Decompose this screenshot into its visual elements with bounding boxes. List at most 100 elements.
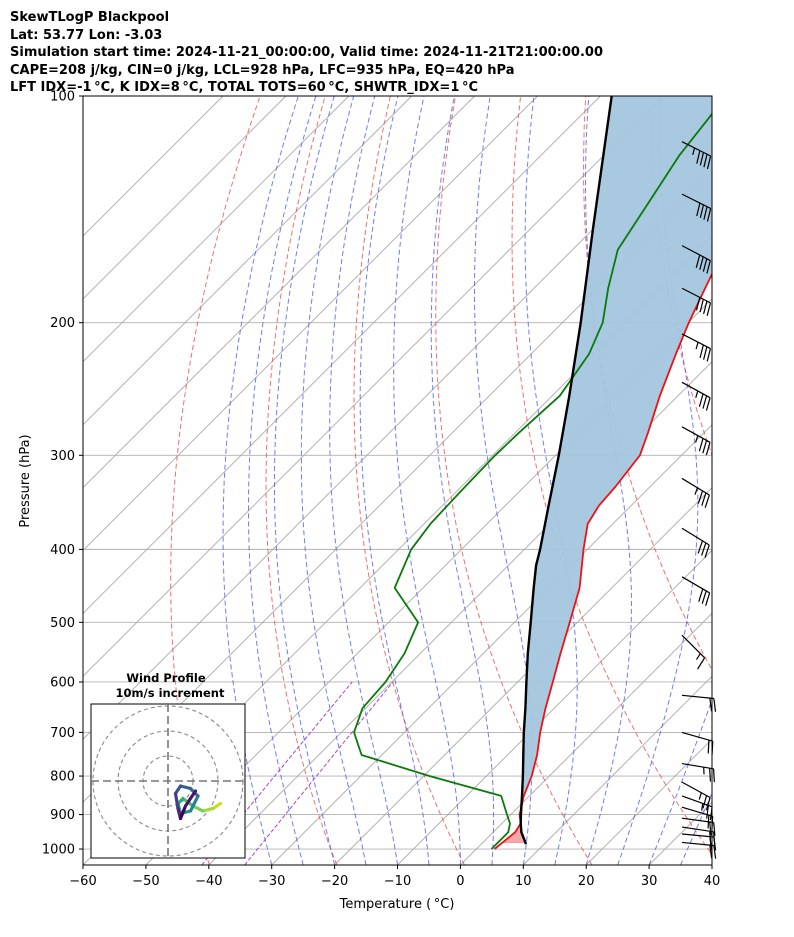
- barb-staff: [681, 833, 714, 838]
- y-tick-label: 200: [50, 316, 75, 331]
- barb-staff: [681, 426, 711, 443]
- y-tick-label: 300: [50, 449, 75, 464]
- wind-barb: [681, 634, 706, 670]
- barb-staff: [681, 781, 711, 798]
- cape-line: CAPE=208 j/kg, CIN=0 j/kg, LCL=928 hPa, …: [10, 62, 515, 78]
- isotherm-line: [83, 96, 287, 300]
- wind-barb: [681, 333, 712, 362]
- dry-adiabat: [511, 96, 712, 856]
- wind-barb: [681, 193, 712, 222]
- isotherm-line: [83, 96, 664, 677]
- barb-flag: [709, 836, 713, 850]
- indices-line: LFT IDX=-1 °C, K IDX=8 °C, TOTAL TOTS=60…: [10, 80, 478, 95]
- axes: −60 −50 −40 −30 −20 −10 0 10 20 30 40 100 200 300 400 5…: [42, 90, 720, 890]
- hodograph-segment: [183, 789, 198, 808]
- moist-adiabat: [648, 698, 712, 865]
- barb-staff: [681, 762, 714, 770]
- barb-flag: [696, 150, 701, 164]
- hodograph-segment: [178, 784, 193, 791]
- moist-adiabat: [711, 863, 712, 865]
- barb-flag: [707, 740, 710, 754]
- dry-adiabat: [353, 96, 465, 865]
- barb-flag: [706, 208, 712, 222]
- barb-half-flag: [695, 390, 699, 399]
- y-tick-label: 100: [50, 90, 75, 105]
- barb-staff: [681, 795, 713, 808]
- hodograph-segment: [178, 804, 188, 821]
- barb-flag: [706, 348, 712, 362]
- barb-half-flag: [695, 342, 699, 350]
- isotherm-line: [460, 612, 712, 865]
- barb-flag: [702, 795, 708, 809]
- barb-flag: [709, 698, 713, 712]
- barb-flag: [695, 297, 701, 311]
- moist-adiabat: [393, 96, 461, 865]
- isotherm-line: [775, 96, 794, 865]
- barb-flag: [702, 440, 708, 454]
- isotherm-line: [83, 96, 224, 237]
- barb-half-flag: [695, 435, 699, 443]
- barb-staff: [681, 806, 713, 817]
- isotherm-line: [83, 96, 601, 615]
- isotherm-line: [711, 864, 712, 865]
- barb-flag: [695, 254, 701, 268]
- barb-staff: [681, 826, 714, 833]
- wind-barb: [681, 781, 711, 811]
- hodograph-subtitle: 10m/s increment: [116, 686, 225, 700]
- barb-flag: [703, 300, 708, 315]
- dry-adiabat: [265, 96, 338, 865]
- y-tick-label: 600: [50, 675, 75, 690]
- barb-flag: [703, 154, 708, 168]
- barb-flag: [709, 845, 713, 859]
- moist-adiabat: [248, 96, 317, 865]
- barb-staff: [681, 333, 711, 350]
- barb-staff: [681, 141, 711, 157]
- parcel-line: [519, 96, 613, 845]
- barb-flag: [704, 494, 710, 508]
- barb-staff: [681, 634, 706, 659]
- barb-flag: [698, 438, 704, 452]
- location-line: Lat: 53.77 Lon: -3.03: [10, 27, 163, 43]
- x-tick-label: 40: [704, 874, 721, 889]
- wind-barb: [681, 833, 717, 851]
- barb-flag: [703, 346, 708, 360]
- hodograph-segment: [201, 806, 215, 813]
- barb-half-flag: [695, 653, 701, 660]
- barb-flag: [706, 302, 712, 316]
- moist-adiabat: [222, 96, 299, 865]
- x-tick-label: −50: [132, 874, 159, 889]
- chart-header: SkewTLogP Blackpool Lat: 53.77 Lon: -3.0…: [10, 9, 603, 97]
- x-tick-label: 10: [515, 874, 532, 889]
- x-tick-label: −60: [69, 874, 96, 889]
- moist-adiabat: [329, 96, 398, 865]
- stable-area: [521, 96, 712, 806]
- wind-barb: [681, 141, 712, 170]
- barb-flag: [709, 768, 712, 782]
- x-tick-label: −40: [195, 874, 222, 889]
- reference-lines: [83, 96, 794, 865]
- dry-adiabat: [435, 96, 593, 865]
- barb-flag: [699, 152, 705, 166]
- barb-staff: [681, 245, 711, 262]
- dry-adiabat: [170, 96, 261, 865]
- wind-barbs: [681, 141, 717, 859]
- y-tick-label: 1000: [42, 843, 75, 858]
- barb-flag: [705, 397, 711, 411]
- profile-lines: [353, 96, 712, 850]
- barb-flag: [704, 544, 710, 558]
- time-line: Simulation start time: 2024-11-21_00:00:…: [10, 45, 603, 60]
- wind-barb: [681, 381, 711, 411]
- moist-adiabat: [274, 96, 336, 865]
- barb-staff: [681, 841, 714, 847]
- barb-staff: [681, 731, 713, 742]
- barb-half-flag: [692, 147, 696, 156]
- barb-staff: [681, 527, 710, 546]
- isotherm-line: [83, 96, 413, 426]
- wind-barb: [681, 731, 714, 755]
- x-tick-label: 20: [578, 874, 595, 889]
- barb-flag: [706, 155, 712, 170]
- hodograph-segment: [188, 794, 200, 813]
- barb-flag: [699, 204, 705, 218]
- x-axis-label: Temperature ( °C): [339, 897, 455, 912]
- barb-flag: [697, 490, 704, 504]
